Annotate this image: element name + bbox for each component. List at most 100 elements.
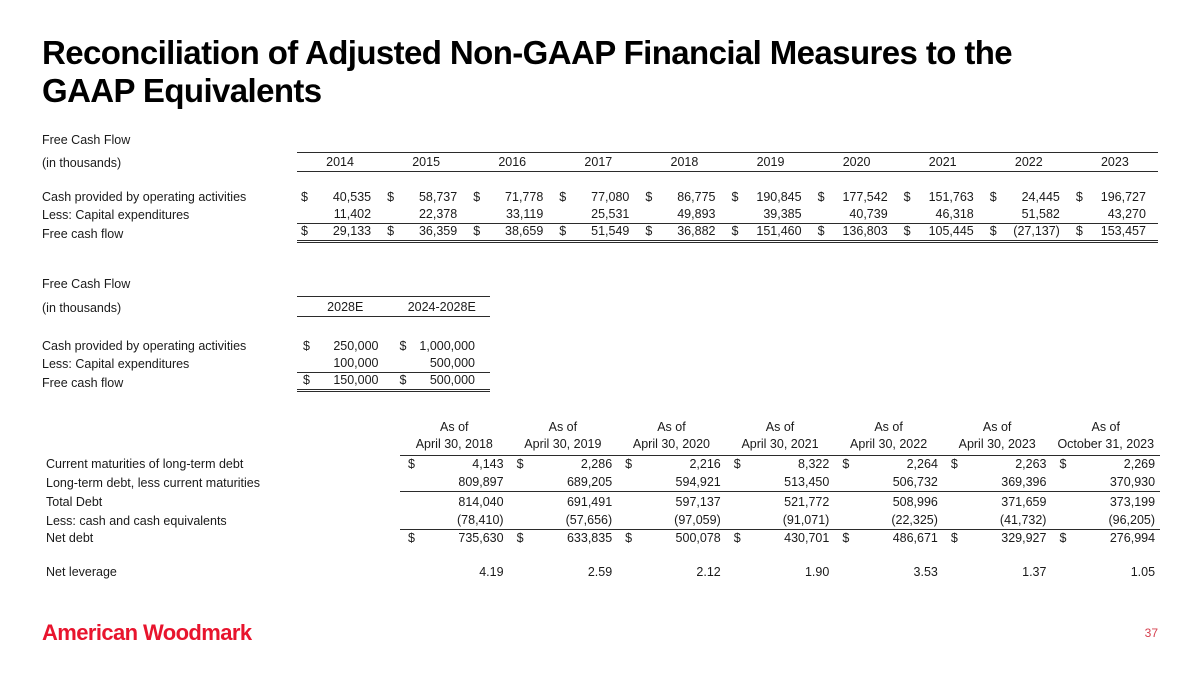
- cell-value: 3.53: [913, 565, 938, 579]
- cell-value: 371,659: [1001, 495, 1047, 509]
- row-label: Free Cash Flow: [42, 277, 131, 291]
- dollar-sign: $: [387, 190, 395, 204]
- period-date-label: April 30, 2023: [958, 437, 1036, 451]
- cell-value: 2,263: [1015, 457, 1047, 471]
- cell-value: 39,385: [763, 207, 802, 221]
- row-label: Cash provided by operating activities: [42, 190, 247, 204]
- dollar-sign: $: [473, 224, 481, 238]
- dollar-sign: $: [950, 531, 958, 545]
- net-debt-table: As of April 30, 2018 As of April 30, 2019 As…: [46, 419, 1160, 581]
- numeric-area: As of April 30, 2018 As of April 30, 2019 As…: [400, 418, 1160, 456]
- year-column-header: 2019: [756, 155, 785, 169]
- page-number: 37: [1144, 626, 1158, 640]
- dollar-sign: $: [731, 190, 739, 204]
- value-cell: 691,491: [509, 495, 618, 511]
- period-date-label: April 30, 2018: [415, 437, 493, 451]
- table-row: Net debt $735,630 $633,835 $500,078 $430,701…: [46, 530, 1160, 547]
- cell-value: 36,359: [418, 224, 458, 238]
- cell-value: 38,659: [505, 224, 544, 238]
- dollar-sign: $: [301, 190, 308, 204]
- dollar-sign: $: [733, 457, 741, 471]
- value-cell: $2,216: [617, 457, 726, 473]
- dollar-sign: $: [817, 224, 825, 238]
- cell-value: 4.19: [479, 565, 504, 579]
- value-cell: $2,286: [509, 457, 618, 473]
- dollar-sign: $: [842, 531, 850, 545]
- table-row: Current maturities of long-term debt $4,1…: [46, 456, 1160, 473]
- cell-value: 190,845: [756, 190, 802, 204]
- numeric-area: 100,000 500,000: [297, 354, 490, 373]
- cell-value: 51,549: [591, 224, 630, 238]
- cell-value: 521,772: [784, 495, 830, 509]
- dollar-sign: $: [1059, 531, 1067, 545]
- value-cell: $136,803: [814, 224, 900, 240]
- value-cell: 594,921: [617, 475, 726, 491]
- period-column-header: As of April 30, 2022: [834, 419, 943, 455]
- value-cell: $1,000,000: [394, 339, 491, 355]
- cell-value: 689,205: [566, 475, 613, 489]
- value-cell: 1.05: [1051, 565, 1160, 581]
- value-cell: (97,059): [617, 513, 726, 529]
- cell-value: 814,040: [458, 495, 504, 509]
- row-label: [46, 454, 400, 456]
- year-column-header: 2023: [1100, 155, 1129, 169]
- as-of-label: As of: [657, 420, 686, 434]
- cell-value: 373,199: [1109, 495, 1156, 509]
- dollar-sign: $: [625, 457, 633, 471]
- table-row: Less: Capital expenditures 11,402 22,378 33…: [42, 206, 1158, 224]
- cell-value: 597,137: [675, 495, 721, 509]
- cell-value: 369,396: [1001, 475, 1047, 489]
- cell-value: 36,882: [677, 224, 716, 238]
- numeric-area: (78,410) (57,656) (97,059) (91,071) (22,325)…: [400, 510, 1160, 530]
- dollar-sign: $: [733, 531, 741, 545]
- free-cash-flow-projection-table: Free Cash Flow (in thousands) 2028E 2024-20…: [42, 274, 490, 392]
- cell-value: 276,994: [1109, 531, 1156, 545]
- value-cell: (91,071): [726, 513, 835, 529]
- slide-title-line2: GAAP Equivalents: [42, 72, 322, 109]
- value-cell: 2.59: [509, 565, 618, 581]
- dollar-sign: $: [516, 457, 524, 471]
- cell-value: 1.90: [804, 565, 830, 579]
- dollar-sign: $: [625, 531, 633, 545]
- free-cash-flow-table: Free Cash Flow (in thousands) 2014 2015 2016…: [42, 130, 1158, 243]
- cell-value: 77,080: [591, 190, 630, 204]
- value-cell: (41,732): [943, 513, 1052, 529]
- period-column-header: As of April 30, 2018: [400, 419, 509, 455]
- cell-value: 100,000: [333, 356, 379, 370]
- dollar-sign: $: [989, 224, 997, 238]
- period-date-label: October 31, 2023: [1057, 437, 1155, 451]
- value-cell: 4.19: [400, 565, 509, 581]
- table-row: Total Debt 814,040 691,491 597,137 521,772 50…: [46, 492, 1160, 511]
- year-column-header: 2015: [412, 155, 441, 169]
- cell-value: 809,897: [458, 475, 504, 489]
- dollar-sign: $: [645, 190, 653, 204]
- table-row: As of April 30, 2018 As of April 30, 2019 As…: [46, 419, 1160, 456]
- dollar-sign: $: [408, 531, 415, 545]
- row-label: Current maturities of long-term debt: [46, 457, 244, 471]
- value-cell: $500,078: [617, 531, 726, 547]
- value-cell: 371,659: [943, 495, 1052, 511]
- numeric-area: $4,143 $2,286 $2,216 $8,322 $2,264 $2,263 $2,2…: [400, 456, 1160, 473]
- cell-value: 43,270: [1107, 207, 1146, 221]
- dollar-sign: $: [1059, 457, 1067, 471]
- cell-value: 2.59: [587, 565, 613, 579]
- period-column-header: As of October 31, 2023: [1051, 419, 1160, 455]
- american-woodmark-logo: American Woodmark: [42, 620, 252, 645]
- row-spacer: [46, 547, 1160, 565]
- cell-value: 40,739: [849, 207, 888, 221]
- table-row: Cash provided by operating activities $40…: [42, 189, 1158, 206]
- cell-value: 2,286: [580, 457, 613, 471]
- dollar-sign: $: [387, 224, 395, 238]
- table-row: Long-term debt, less current maturities 8…: [46, 473, 1160, 492]
- dollar-sign: $: [731, 224, 739, 238]
- year-column-header: 2022: [1014, 155, 1043, 169]
- value-cell: $58,737: [383, 190, 469, 206]
- value-cell: 51,582: [986, 207, 1072, 223]
- cell-value: 500,000: [429, 356, 475, 370]
- value-cell: $177,542: [814, 190, 900, 206]
- dollar-sign: $: [1075, 190, 1083, 204]
- cell-value: 1.05: [1130, 565, 1156, 579]
- row-label: Free Cash Flow: [42, 133, 131, 147]
- table-row: (in thousands) 2028E 2024-2028E: [42, 297, 490, 317]
- value-cell: $105,445: [900, 224, 986, 240]
